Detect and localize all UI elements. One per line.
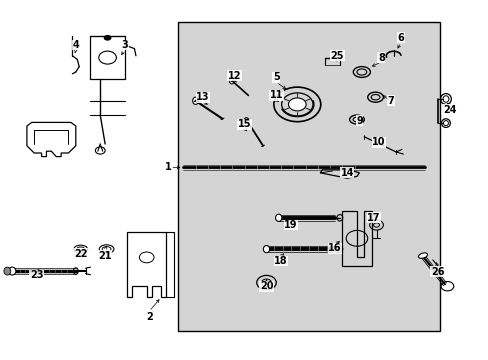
Bar — [90, 36, 124, 79]
Circle shape — [288, 98, 305, 111]
Text: 21: 21 — [98, 251, 112, 261]
Ellipse shape — [9, 267, 16, 275]
Circle shape — [103, 35, 111, 41]
Text: 8: 8 — [377, 53, 384, 63]
Bar — [178, 22, 439, 331]
Text: 1: 1 — [165, 162, 172, 172]
Ellipse shape — [229, 78, 234, 84]
Text: 15: 15 — [237, 119, 251, 129]
Text: 18: 18 — [274, 256, 287, 266]
Text: 17: 17 — [366, 213, 380, 223]
Text: 26: 26 — [430, 267, 444, 277]
Ellipse shape — [418, 253, 427, 258]
Text: 20: 20 — [259, 281, 273, 291]
Text: 14: 14 — [340, 168, 353, 178]
Ellipse shape — [4, 267, 11, 275]
Text: 10: 10 — [371, 137, 385, 147]
Text: 22: 22 — [74, 249, 87, 259]
Text: 4: 4 — [72, 40, 79, 50]
Text: 23: 23 — [30, 270, 43, 280]
Text: 7: 7 — [387, 96, 394, 106]
Text: 13: 13 — [196, 92, 209, 102]
Text: 25: 25 — [330, 51, 344, 61]
Text: 2: 2 — [145, 312, 152, 322]
Ellipse shape — [263, 246, 269, 253]
Text: 9: 9 — [355, 116, 362, 126]
Text: 16: 16 — [327, 243, 341, 253]
Text: 19: 19 — [284, 220, 297, 230]
Text: 11: 11 — [269, 90, 283, 100]
Text: 5: 5 — [272, 72, 279, 82]
Text: 6: 6 — [397, 33, 404, 43]
Ellipse shape — [275, 214, 281, 221]
Text: 24: 24 — [442, 105, 456, 115]
Ellipse shape — [192, 97, 198, 104]
Text: 3: 3 — [121, 40, 128, 50]
Text: 12: 12 — [227, 71, 241, 81]
